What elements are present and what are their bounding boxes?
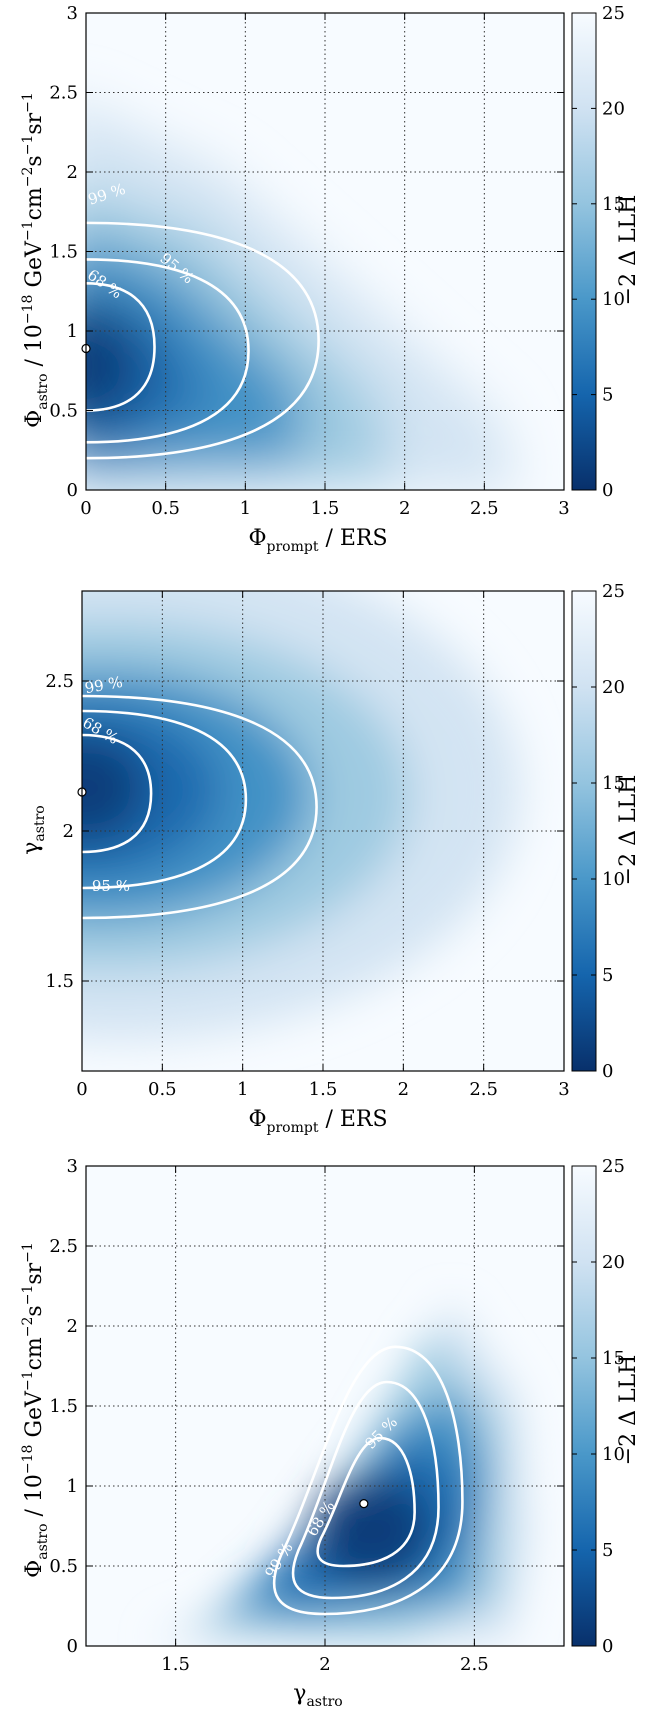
x-tick-label: 2 <box>399 498 410 519</box>
grid-1 <box>86 13 564 490</box>
colorbar-tick-label: 0 <box>602 480 613 501</box>
x-axis-label-1: Φprompt / ERS <box>248 526 387 555</box>
colorbar-ticks-3: 0 5 10 15 20 25 <box>572 1156 625 1657</box>
plot-frame-2 <box>81 590 565 1072</box>
colorbar-tick-label: 15 <box>602 1348 625 1369</box>
x-tick-label: 1.5 <box>311 498 340 519</box>
panel-3: 99 %68 %95 % 1.5 2 2.500.511.522.53 051015… <box>20 1156 641 1710</box>
contour-99-line <box>81 694 318 920</box>
x-tick-label: 2.5 <box>460 1654 489 1675</box>
y-tick-label: 2.5 <box>49 83 78 104</box>
panel-2: 99 %68 %95 % 0 0.5 1 1.5 2 2.5 31.522.5 051015… <box>19 581 641 1136</box>
colorbar-3: 0 5 10 15 20 25 <box>571 1156 625 1657</box>
y-axis-label-2: γastro <box>19 805 48 854</box>
best-fit-point <box>359 1498 369 1509</box>
colorbar-gradient-1 <box>571 12 597 491</box>
y-tick-label: 1.5 <box>45 971 74 992</box>
plot-frame-1 <box>85 12 565 491</box>
y-tick-label: 0 <box>67 480 78 501</box>
x-tick-label: 2 <box>319 1654 330 1675</box>
contour-95-line <box>291 1380 440 1600</box>
colorbar-tick-label: 25 <box>602 3 625 24</box>
colorbar-tick-label: 10 <box>602 869 625 890</box>
y-tick-label: 2 <box>67 1316 78 1337</box>
x-tick-label: 0.5 <box>151 498 180 519</box>
plot-frame-3 <box>85 1165 565 1647</box>
colorbar-ticks-1: 0 5 10 15 20 25 <box>572 3 625 501</box>
colorbar-tick-label: 15 <box>602 194 625 215</box>
x-tick-label: 0 <box>80 498 91 519</box>
y-tick-label: 1.5 <box>49 1396 78 1417</box>
colorbar-tick-label: 25 <box>602 1156 625 1177</box>
x-tick-label: 1 <box>237 1079 248 1100</box>
colorbar-tick-label: 25 <box>602 581 625 602</box>
colorbar-tick-label: 5 <box>602 1540 613 1561</box>
y-tick-label: 2.5 <box>45 671 74 692</box>
colorbar-2: 0 5 10 15 20 25 <box>571 581 625 1082</box>
y-tick-label: 0.5 <box>49 401 78 422</box>
x-tick-label: 0 <box>76 1079 87 1100</box>
y-axis-label-3: Φastro / 10−18 GeV−1cm−2s−1sr−1 <box>20 1242 51 1578</box>
contour-99-line <box>272 1345 464 1616</box>
y-tick-label: 1.5 <box>49 242 78 263</box>
x-tick-label: 1 <box>240 498 251 519</box>
colorbar-tick-label: 5 <box>602 965 613 986</box>
contour-95-line <box>81 709 248 890</box>
colorbar-tick-label: 0 <box>602 1636 613 1657</box>
colorbar-tick-label: 20 <box>602 677 625 698</box>
y-axis-label-1: Φastro / 10−18 GeV−1cm−2s−1sr−1 <box>20 92 51 428</box>
x-axis-label-2: Φprompt / ERS <box>248 1107 387 1136</box>
axis-ticks-1: 0 0.5 1 1.5 2 2.5 3 0 0.5 1 1.5 2 2.5 3 <box>49 3 569 519</box>
likelihood-heatmap-1 <box>86 107 520 490</box>
y-tick-label: 3 <box>67 3 78 24</box>
x-tick-label: 2.5 <box>470 498 499 519</box>
colorbar-tick-label: 5 <box>602 385 613 406</box>
contour-label: 95 % <box>92 877 130 895</box>
colorbar-1: 0 5 10 15 20 25 <box>571 3 625 501</box>
y-tick-label: 1 <box>67 321 78 342</box>
contour-68-line <box>81 733 153 854</box>
contour-95-line <box>85 258 250 444</box>
colorbar-tick-label: 15 <box>602 773 625 794</box>
colorbar-tick-label: 10 <box>602 289 625 310</box>
x-tick-label: 2.5 <box>469 1079 498 1100</box>
x-tick-label: 1.5 <box>161 1654 190 1675</box>
y-tick-label: 2 <box>67 162 78 183</box>
x-axis-label-3: γastro <box>293 1681 342 1710</box>
x-tick-label: 3 <box>558 498 569 519</box>
contour-68-line <box>85 282 156 412</box>
colorbar-tick-label: 10 <box>602 1444 625 1465</box>
y-tick-label: 3 <box>67 1156 78 1177</box>
colorbar-ticks-2: 0 5 10 15 20 25 <box>572 581 625 1082</box>
contour-99-line <box>85 221 320 460</box>
y-tick-label: 2.5 <box>49 1236 78 1257</box>
colorbar-label-1: −2 Δ LLH <box>616 195 641 306</box>
colorbar-label-2: −2 Δ LLH <box>616 775 641 886</box>
y-tick-label: 0.5 <box>49 1556 78 1577</box>
x-tick-label: 3 <box>558 1079 569 1100</box>
colorbar-tick-label: 0 <box>602 1061 613 1082</box>
y-tick-label: 0 <box>67 1636 78 1657</box>
panel-1: 99 %95 %68 % 0 0.5 1 1.5 2 2.5 300.511.522.53 … <box>20 3 641 555</box>
axis-ticks-3: 1.5 2 2.5 0 0.5 1 1.5 2 2.5 3 <box>49 1156 564 1675</box>
colorbar-gradient-3 <box>571 1165 597 1647</box>
x-tick-label: 0.5 <box>148 1079 177 1100</box>
colorbar-label-3: −2 Δ LLH <box>616 1355 641 1466</box>
x-tick-label: 2 <box>398 1079 409 1100</box>
x-tick-label: 1.5 <box>309 1079 338 1100</box>
colorbar-tick-label: 20 <box>602 98 625 119</box>
contour-68-line <box>316 1436 416 1568</box>
colorbar-gradient-2 <box>571 590 597 1072</box>
y-tick-label: 2 <box>63 821 74 842</box>
grid-2 <box>82 591 564 1071</box>
colorbar-tick-label: 20 <box>602 1252 625 1273</box>
y-tick-label: 1 <box>67 1476 78 1497</box>
